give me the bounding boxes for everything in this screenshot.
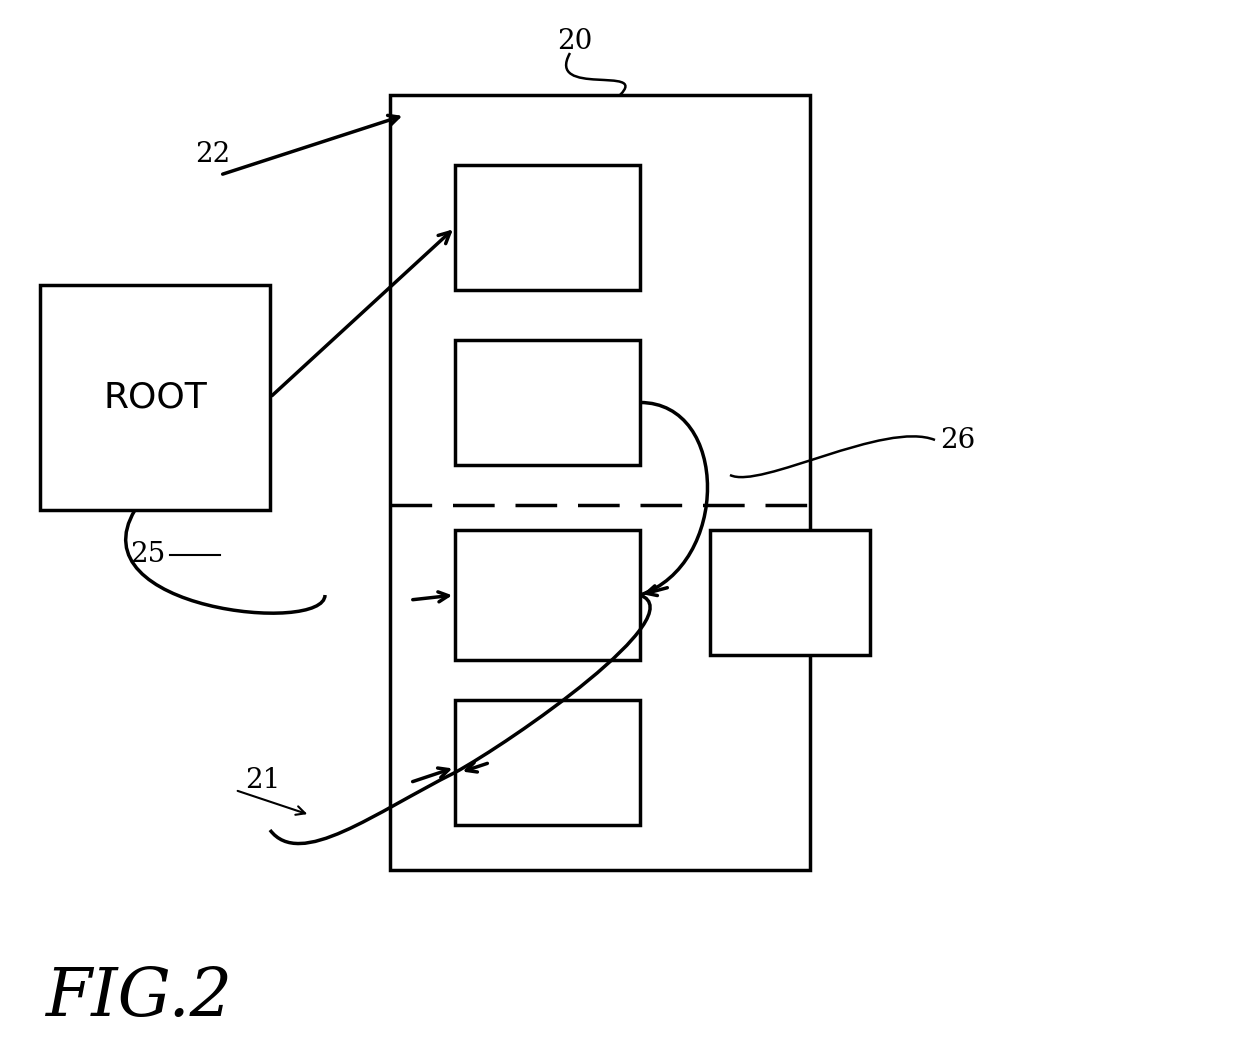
Text: 22: 22 — [195, 141, 231, 168]
Bar — [455, 530, 640, 660]
Bar — [40, 285, 270, 510]
Text: ROOT: ROOT — [103, 381, 207, 415]
Text: 26: 26 — [940, 426, 975, 453]
Bar — [455, 700, 640, 825]
Text: FIG.2: FIG.2 — [45, 965, 232, 1031]
Bar — [391, 95, 810, 870]
Text: 21: 21 — [246, 766, 280, 794]
Bar — [455, 165, 640, 290]
Text: 25: 25 — [130, 542, 165, 569]
Bar — [711, 530, 870, 655]
Text: 20: 20 — [557, 28, 593, 55]
Bar — [455, 340, 640, 465]
